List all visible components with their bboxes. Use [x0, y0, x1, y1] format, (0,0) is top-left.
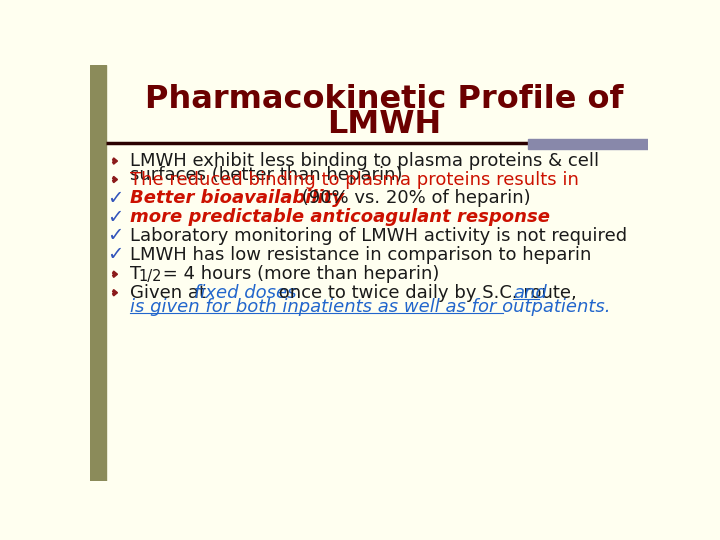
Text: more predictable anticoagulant response: more predictable anticoagulant response	[130, 208, 550, 226]
Text: Given at: Given at	[130, 284, 212, 302]
Text: fixed doses: fixed doses	[194, 284, 296, 302]
Text: ✓: ✓	[107, 188, 123, 207]
Text: Laboratory monitoring of LMWH activity is not required: Laboratory monitoring of LMWH activity i…	[130, 227, 627, 245]
Text: ✓: ✓	[107, 208, 123, 227]
Bar	[528, 139, 648, 148]
Polygon shape	[112, 158, 117, 164]
Text: ✓: ✓	[107, 226, 123, 245]
Text: Better bioavailability: Better bioavailability	[130, 189, 344, 207]
Text: is given for both inpatients as well as for outpatients.: is given for both inpatients as well as …	[130, 298, 611, 315]
Polygon shape	[112, 177, 117, 183]
Text: surfaces (better than heparin): surfaces (better than heparin)	[130, 166, 402, 184]
Text: ✓: ✓	[107, 246, 123, 265]
Text: once to twice daily by S.C. route,: once to twice daily by S.C. route,	[273, 284, 582, 302]
Text: (90% vs. 20% of heparin): (90% vs. 20% of heparin)	[296, 189, 531, 207]
Bar	[90, 65, 106, 481]
Text: = 4 hours (more than heparin): = 4 hours (more than heparin)	[157, 265, 439, 284]
Text: 1/2: 1/2	[139, 269, 163, 284]
Text: The reduced binding to plasma proteins results in: The reduced binding to plasma proteins r…	[130, 171, 579, 188]
Text: Pharmacokinetic Profile of: Pharmacokinetic Profile of	[145, 84, 624, 115]
Text: LMWH has low resistance in comparison to heparin: LMWH has low resistance in comparison to…	[130, 246, 592, 264]
Polygon shape	[112, 289, 117, 296]
Polygon shape	[112, 271, 117, 278]
Text: LMWH: LMWH	[328, 109, 441, 140]
Text: T: T	[130, 265, 141, 284]
Text: LMWH exhibit less binding to plasma proteins & cell: LMWH exhibit less binding to plasma prot…	[130, 152, 600, 170]
Text: and: and	[513, 284, 546, 302]
